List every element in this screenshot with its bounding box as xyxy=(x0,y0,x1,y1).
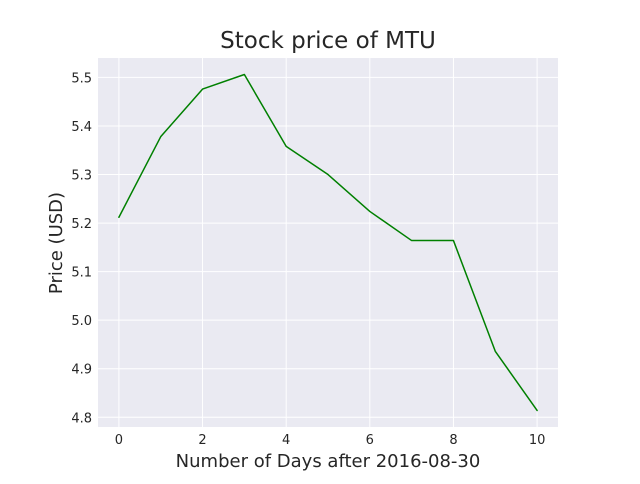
y-tick-label: 4.8 xyxy=(71,411,92,426)
y-tick-label: 5.5 xyxy=(71,71,92,86)
x-axis-label: Number of Days after 2016-08-30 xyxy=(176,451,481,472)
x-tick-label: 2 xyxy=(198,433,206,448)
y-tick-label: 5.4 xyxy=(71,120,92,135)
y-tick-label: 5.0 xyxy=(71,314,92,329)
plot-area xyxy=(98,58,558,427)
x-tick-label: 6 xyxy=(366,433,374,448)
chart-title: Stock price of MTU xyxy=(220,28,436,54)
x-tick-label: 10 xyxy=(529,433,546,448)
y-axis-label: Price (USD) xyxy=(46,192,67,294)
y-tick-label: 4.9 xyxy=(71,363,92,378)
x-tick-label: 4 xyxy=(282,433,290,448)
y-tick-label: 5.2 xyxy=(71,217,92,232)
x-tick-label: 0 xyxy=(115,433,123,448)
y-tick-label: 5.1 xyxy=(71,266,92,281)
y-tick-label: 5.3 xyxy=(71,169,92,184)
x-tick-label: 8 xyxy=(449,433,457,448)
